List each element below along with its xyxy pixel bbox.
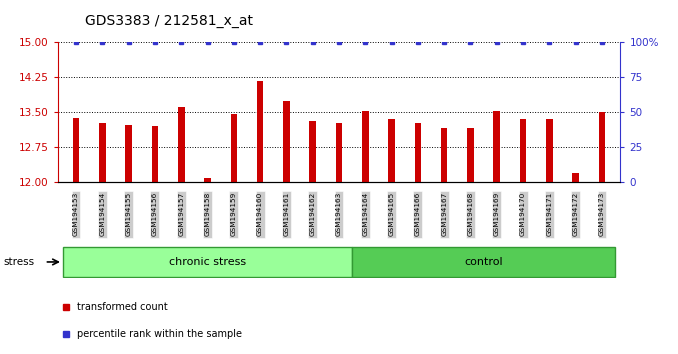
Text: GSM194157: GSM194157 <box>178 192 184 236</box>
Text: GSM194164: GSM194164 <box>362 192 368 236</box>
Text: GDS3383 / 212581_x_at: GDS3383 / 212581_x_at <box>85 14 253 28</box>
Text: GSM194156: GSM194156 <box>152 192 158 236</box>
Bar <box>178 107 184 182</box>
Text: GSM194166: GSM194166 <box>415 192 421 236</box>
Text: GSM194161: GSM194161 <box>283 192 290 236</box>
Bar <box>599 113 605 182</box>
Bar <box>572 173 579 182</box>
Text: percentile rank within the sample: percentile rank within the sample <box>77 329 242 339</box>
Text: GSM194162: GSM194162 <box>310 192 316 236</box>
Bar <box>546 119 553 182</box>
Bar <box>520 119 526 182</box>
Bar <box>204 178 211 182</box>
Text: control: control <box>464 257 503 267</box>
Bar <box>362 112 369 182</box>
Bar <box>73 118 79 182</box>
Bar <box>441 128 447 182</box>
Bar <box>231 114 237 182</box>
Text: GSM194172: GSM194172 <box>573 192 578 236</box>
Text: GSM194153: GSM194153 <box>73 192 79 236</box>
Bar <box>309 121 316 182</box>
Text: GSM194159: GSM194159 <box>231 192 237 236</box>
Text: GSM194170: GSM194170 <box>520 192 526 236</box>
Bar <box>99 123 106 182</box>
Bar <box>415 123 421 182</box>
FancyBboxPatch shape <box>63 247 352 277</box>
Text: stress: stress <box>3 257 35 267</box>
Text: GSM194167: GSM194167 <box>441 192 447 236</box>
Text: GSM194168: GSM194168 <box>468 192 473 236</box>
Bar <box>467 128 474 182</box>
Text: transformed count: transformed count <box>77 302 168 312</box>
FancyBboxPatch shape <box>352 247 615 277</box>
Text: GSM194163: GSM194163 <box>336 192 342 236</box>
Text: GSM194154: GSM194154 <box>100 192 105 236</box>
Bar <box>257 81 263 182</box>
Bar <box>283 101 290 182</box>
Bar <box>494 112 500 182</box>
Bar <box>388 119 395 182</box>
Bar <box>125 125 132 182</box>
Text: chronic stress: chronic stress <box>169 257 246 267</box>
Bar <box>152 126 158 182</box>
Text: GSM194160: GSM194160 <box>257 192 263 236</box>
Text: GSM194171: GSM194171 <box>546 192 553 236</box>
Text: GSM194158: GSM194158 <box>205 192 210 236</box>
Text: GSM194173: GSM194173 <box>599 192 605 236</box>
Text: GSM194155: GSM194155 <box>125 192 132 236</box>
Text: GSM194169: GSM194169 <box>494 192 500 236</box>
Text: GSM194165: GSM194165 <box>388 192 395 236</box>
Bar <box>336 123 342 182</box>
